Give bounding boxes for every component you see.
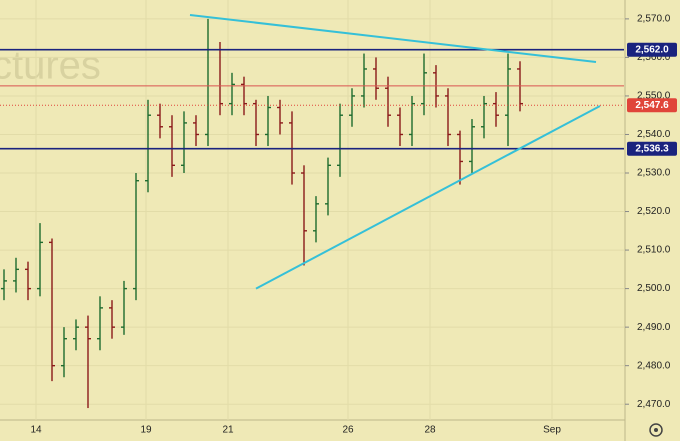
trendline	[255, 105, 601, 290]
y-tick-label: 2,570.0	[637, 14, 671, 25]
y-tick-label: 2,540.0	[637, 129, 671, 140]
x-tick-label: 21	[222, 425, 234, 436]
y-tick-label: 2,520.0	[637, 206, 671, 217]
x-tick-label: 28	[424, 425, 436, 436]
price-label: 2,547.6	[635, 100, 669, 111]
x-tick-label: 26	[342, 425, 354, 436]
x-tick-label: 14	[30, 425, 42, 436]
price-label-box	[627, 98, 677, 113]
settings-icon[interactable]	[649, 423, 663, 437]
price-label-box	[627, 141, 677, 156]
x-tick-label: Sep	[543, 425, 561, 436]
settings-icon[interactable]	[654, 428, 658, 432]
y-tick-label: 2,470.0	[637, 399, 671, 410]
y-tick-label: 2,550.0	[637, 91, 671, 102]
y-tick-label: 2,510.0	[637, 245, 671, 256]
price-label: 2,536.3	[635, 143, 669, 154]
y-tick-label: 2,560.0	[637, 52, 671, 63]
y-tick-label: 2,490.0	[637, 322, 671, 333]
y-tick-label: 2,480.0	[637, 360, 671, 371]
watermark: ctures	[0, 44, 101, 88]
price-label: 2,562.0	[635, 44, 669, 55]
settings-icon[interactable]	[649, 423, 663, 437]
y-tick-label: 2,530.0	[637, 168, 671, 179]
trendline	[189, 14, 597, 64]
x-tick-label: 19	[140, 425, 152, 436]
price-label-box	[627, 42, 677, 57]
y-tick-label: 2,500.0	[637, 283, 671, 294]
